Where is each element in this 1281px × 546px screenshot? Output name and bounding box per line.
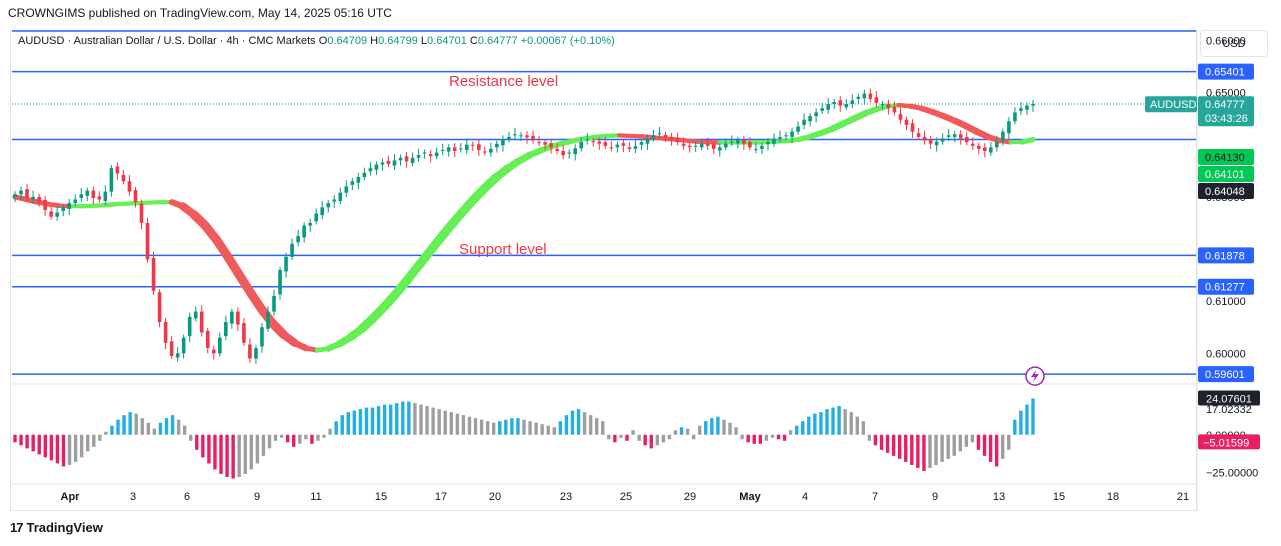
stacked-price-tag bbox=[1198, 149, 1254, 165]
oscillator-value-tag bbox=[1198, 390, 1260, 406]
oscillator-tick-label: 24.07601 bbox=[1206, 393, 1252, 405]
high-value: 0.64799 bbox=[378, 35, 418, 47]
stacked-price-label: 0.64048 bbox=[1205, 186, 1245, 198]
oscillator-value-tag bbox=[1198, 434, 1260, 450]
level-tag-label: 0.61878 bbox=[1205, 250, 1245, 262]
stacked-price-label: 0.64101 bbox=[1205, 169, 1245, 181]
close-value: 0.64777 bbox=[477, 35, 518, 47]
level-tag bbox=[1198, 366, 1254, 383]
tradingview-logo-mark: 17 bbox=[10, 520, 24, 535]
level-tag-label: 0.59601 bbox=[1205, 369, 1245, 381]
symbol-description: AUDUSD · Australian Dollar / U.S. Dollar… bbox=[18, 35, 316, 47]
resistance-annotation: Resistance level bbox=[449, 73, 559, 90]
oscillator-tick-label: 0.00000 bbox=[1206, 430, 1246, 442]
change-value: +0.00067 (+0.10%) bbox=[520, 35, 615, 47]
price-tick-label: 0.63000 bbox=[1206, 192, 1246, 204]
chart-frame bbox=[10, 30, 1197, 511]
symbol-legend: AUDUSD · Australian Dollar / U.S. Dollar… bbox=[18, 35, 615, 47]
open-value: 0.64709 bbox=[327, 35, 368, 47]
price-tick-label: 0.61000 bbox=[1206, 296, 1246, 308]
price-tick-label: 0.65000 bbox=[1206, 88, 1246, 100]
high-label: H bbox=[370, 35, 379, 47]
level-tag-label: 0.65401 bbox=[1205, 67, 1245, 79]
oscillator-tick-label: −5.01599 bbox=[1203, 437, 1249, 449]
close-label: C bbox=[469, 35, 478, 47]
price-tick-label: 0.60000 bbox=[1206, 348, 1246, 360]
low-value: 0.64701 bbox=[427, 35, 467, 47]
low-label: L bbox=[420, 35, 428, 47]
currency-button[interactable]: USD bbox=[1200, 30, 1268, 57]
oscillator-tick-label: 17.02332 bbox=[1206, 404, 1252, 416]
current-price-label: 0.64777 bbox=[1205, 99, 1245, 111]
stacked-price-tag bbox=[1198, 183, 1254, 199]
level-tag-label: 0.61277 bbox=[1205, 282, 1245, 294]
stacked-price-tag bbox=[1198, 166, 1254, 182]
level-tag bbox=[1198, 278, 1254, 295]
open-label: O bbox=[318, 35, 328, 47]
level-tag bbox=[1198, 247, 1254, 264]
countdown-label: 03:43:26 bbox=[1205, 113, 1248, 125]
tradingview-logo[interactable]: 17 TradingView bbox=[10, 520, 103, 535]
stacked-price-label: 0.64130 bbox=[1205, 152, 1245, 164]
support-annotation: Support level bbox=[459, 241, 547, 258]
published-caption: CROWNGIMS published on TradingView.com, … bbox=[8, 6, 392, 20]
level-tag bbox=[1198, 63, 1254, 80]
tradingview-brand: TradingView bbox=[26, 520, 103, 535]
oscillator-tick-label: −25.00000 bbox=[1206, 467, 1258, 479]
current-price-tag bbox=[1198, 96, 1254, 127]
